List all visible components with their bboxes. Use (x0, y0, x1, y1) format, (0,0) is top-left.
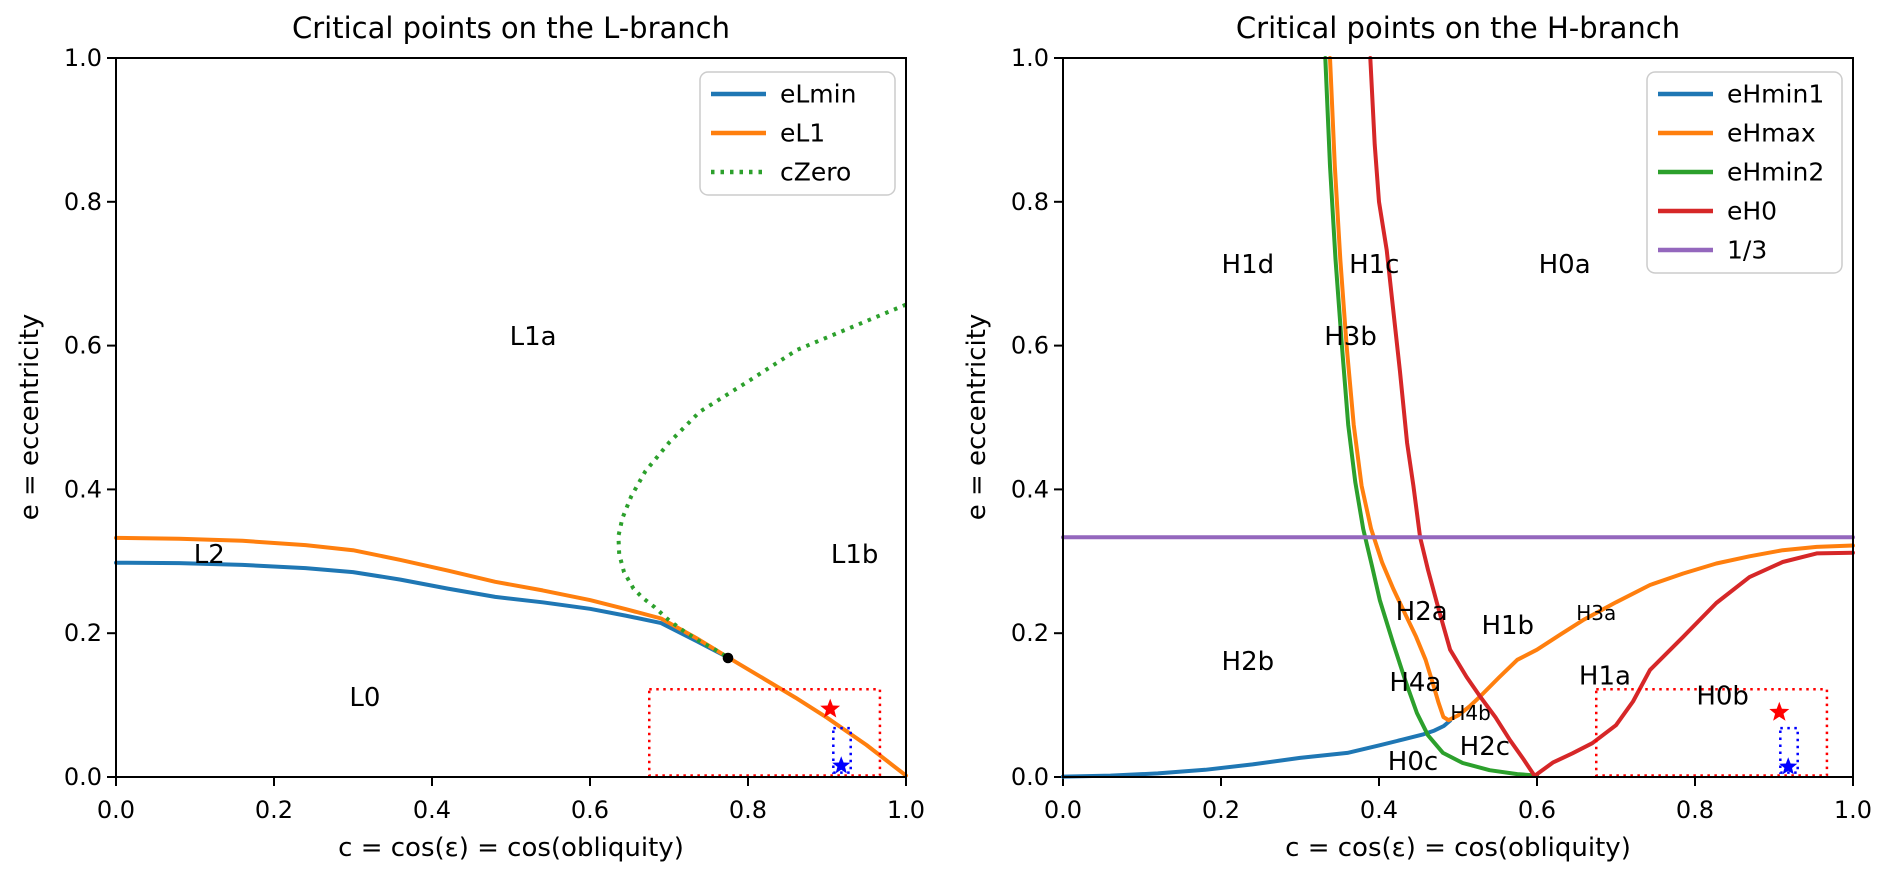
blue-dotted-marker-box (832, 726, 852, 774)
y-tick-label: 0.6 (1011, 332, 1049, 360)
y-tick-label: 0.8 (1011, 188, 1049, 216)
region-label-H2a: H2a (1396, 597, 1448, 627)
region-label-H1a: H1a (1579, 661, 1631, 691)
plot-title: Critical points on the H-branch (1236, 11, 1680, 45)
legend-label-1-3: 1/3 (1727, 236, 1767, 265)
region-label-H2b: H2b (1222, 647, 1275, 677)
region-label-H0b: H0b (1696, 681, 1749, 711)
legend-label-eHmin2: eHmin2 (1727, 158, 1824, 187)
region-label-H0a: H0a (1539, 250, 1591, 280)
blue-star-marker (832, 756, 851, 774)
legend-label-eLmin: eLmin (780, 80, 856, 109)
curve-eHmin1 (1061, 718, 1453, 779)
x-tick-label: 0.2 (255, 796, 293, 824)
curve-eLmin (114, 560, 731, 660)
region-label-H4a: H4a (1389, 668, 1441, 698)
y-tick-label: 0.2 (1011, 619, 1049, 647)
red-dotted-zoom-box (1595, 688, 1829, 777)
curve-eHmin2 (1323, 56, 1539, 778)
x-tick-label: 0.4 (413, 796, 451, 824)
tangent-point (722, 652, 734, 664)
legend-box (1646, 71, 1843, 274)
plot-H: 0.0 0.2 0.4 0.6 0.8 1.0 0.0 0.2 0.4 0.6 0.8 1.0 H1d H… (962, 11, 1872, 863)
legend-label-eHmin1: eHmin1 (1727, 80, 1824, 109)
axes-box (1062, 57, 1854, 778)
x-tick-label: 0.6 (571, 796, 609, 824)
curve-eHmax (1328, 56, 1855, 723)
legend-label-eL1: eL1 (780, 119, 825, 148)
region-label-H1d: H1d (1222, 250, 1275, 280)
legend-label-eHmax: eHmax (1727, 119, 1816, 148)
y-tick-label: 1.0 (1011, 44, 1049, 72)
x-tick-label: 0.0 (97, 796, 135, 824)
x-tick-label: 0.6 (1518, 796, 1556, 824)
region-label-H3b: H3b (1324, 322, 1377, 352)
region-label-H0c: H0c (1388, 747, 1438, 777)
x-tick-label: 1.0 (1834, 796, 1872, 824)
y-axis-label: e = eccentricity (962, 314, 992, 521)
y-tick-label: 1.0 (64, 44, 102, 72)
region-label-L1b: L1b (831, 540, 879, 570)
y-tick-label: 0.8 (64, 188, 102, 216)
legend: eHmin1 eHmax eHmin2 eH0 1/3 (1646, 71, 1843, 274)
plot-L: 0.0 0.2 0.4 0.6 0.8 1.0 0.0 0.2 0.4 0.6 0.8 1.0 L1a L… (15, 11, 925, 863)
region-label-H1b: H1b (1481, 611, 1534, 641)
red-star-marker (1769, 701, 1790, 721)
x-tick-label: 1.0 (887, 796, 925, 824)
legend-box (699, 71, 896, 196)
x-tick-label: 0.4 (1360, 796, 1398, 824)
x-axis-label: c = cos(ε) = cos(obliquity) (338, 833, 684, 863)
y-tick-label: 0.4 (1011, 475, 1049, 503)
legend-label-eH0: eH0 (1727, 197, 1777, 226)
red-dotted-zoom-box (648, 688, 882, 777)
region-label-H1c: H1c (1349, 250, 1399, 280)
legend-label-cZero: cZero (780, 158, 851, 187)
region-label-L0: L0 (349, 683, 380, 713)
y-tick-label: 0.6 (64, 332, 102, 360)
y-tick-label: 0.2 (64, 619, 102, 647)
y-tick-label: 0.0 (64, 763, 102, 791)
region-label-H4b: H4b (1450, 701, 1490, 725)
curve-eL1 (114, 535, 908, 778)
blue-star-marker (1779, 757, 1798, 775)
red-star-marker (820, 698, 841, 718)
legend: eLmin eL1 cZero (699, 71, 896, 196)
curve-eH0 (1368, 56, 1855, 778)
y-tick-label: 0.4 (64, 475, 102, 503)
x-axis-label: c = cos(ε) = cos(obliquity) (1285, 833, 1631, 863)
x-tick-label: 0.0 (1044, 796, 1082, 824)
blue-dotted-marker-box (1779, 726, 1799, 774)
y-tick-label: 0.0 (1011, 763, 1049, 791)
x-tick-label: 0.2 (1202, 796, 1240, 824)
region-label-L1a: L1a (510, 322, 557, 352)
plot-title: Critical points on the L-branch (292, 11, 730, 45)
y-axis-label: e = eccentricity (15, 314, 45, 521)
curve-cZero (616, 302, 907, 660)
x-tick-label: 0.8 (1676, 796, 1714, 824)
region-label-L2: L2 (194, 540, 225, 570)
x-tick-label: 0.8 (729, 796, 767, 824)
axes-box (115, 57, 907, 778)
region-label-H3a: H3a (1576, 601, 1616, 625)
region-label-H2c: H2c (1460, 732, 1510, 762)
